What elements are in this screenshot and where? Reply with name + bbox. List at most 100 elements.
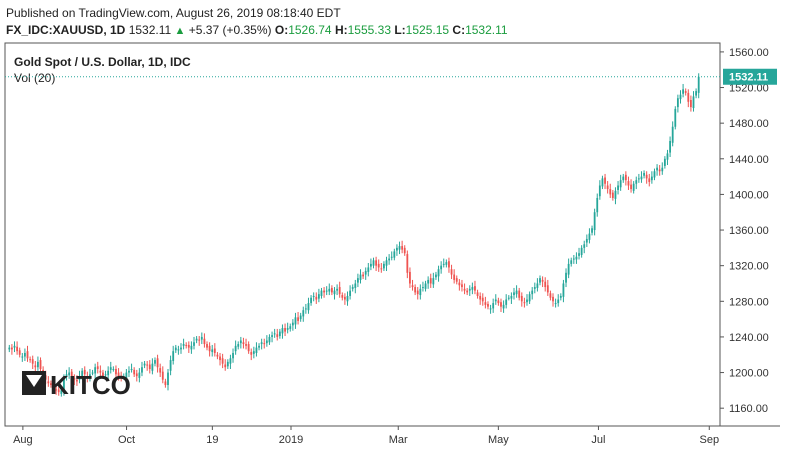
candle-body (263, 343, 266, 345)
candle-body (315, 296, 318, 300)
candle-body (643, 173, 645, 176)
candle-body (377, 263, 380, 268)
candle-body (380, 268, 383, 270)
candle-body (83, 369, 86, 375)
candle-body (526, 299, 528, 303)
candle-body (221, 358, 224, 364)
candle-body (471, 287, 474, 290)
candle-body (364, 271, 367, 275)
candle-body (250, 352, 253, 355)
candle-body (185, 344, 188, 346)
time-tick-label: Sep (699, 434, 719, 446)
candle-body (351, 287, 354, 289)
candle-body (416, 290, 419, 295)
time-axis: Aug Oct 19 2019 Mar May Jul Sep (13, 426, 719, 446)
candle-body (687, 92, 690, 102)
low-value: 1525.15 (405, 23, 450, 37)
candle-body (528, 294, 531, 302)
candle-body (115, 368, 117, 375)
candle-body (614, 190, 617, 199)
candle-body (588, 233, 591, 240)
last-price: 1532.11 (128, 23, 172, 37)
price-tick-label: 1440.00 (729, 154, 769, 166)
candle-body (565, 272, 567, 283)
candle-body (520, 295, 523, 302)
candle-body (554, 303, 557, 305)
candle-body (463, 288, 466, 291)
candle-body (195, 338, 198, 341)
candle-body (476, 292, 479, 296)
candle-body (219, 356, 221, 361)
candle-body (635, 180, 638, 184)
candle-body (226, 361, 229, 367)
candle-body (239, 340, 242, 344)
candle-body (354, 283, 357, 288)
candle-body (187, 344, 190, 348)
candle-body (182, 344, 185, 346)
price-tick-label: 1240.00 (729, 332, 769, 344)
price-tick-label: 1560.00 (729, 47, 769, 59)
candle-body (55, 389, 58, 391)
time-tick-label: 2019 (279, 434, 303, 446)
candles-group (8, 73, 700, 397)
candle-body (479, 295, 482, 300)
candle-body (107, 370, 110, 376)
candle-body (237, 344, 240, 347)
candle-body (567, 263, 570, 275)
price-axis: 1160.00 1200.00 1240.00 1280.00 1320.00 1360.… (720, 47, 769, 415)
candle-body (500, 302, 502, 307)
candle-body (369, 263, 372, 267)
chart-title: Gold Spot / U.S. Dollar, 1D, IDC (14, 55, 191, 69)
candle-body (338, 287, 341, 295)
candle-body (52, 383, 55, 389)
candle-body (492, 303, 495, 309)
candle-body (632, 183, 635, 191)
candle-body (148, 364, 151, 369)
candle-body (255, 347, 258, 353)
price-tick-label: 1520.00 (729, 83, 769, 95)
candle-body (403, 247, 406, 254)
candle-body (216, 354, 219, 357)
candle-body (692, 96, 695, 109)
candle-body (203, 338, 206, 345)
candle-body (304, 308, 307, 310)
candle-body (409, 271, 411, 284)
high-value: 1555.33 (347, 23, 391, 37)
candle-body (388, 258, 391, 261)
candle-body (330, 287, 333, 293)
price-tick-label: 1280.00 (729, 296, 769, 308)
price-tick-label: 1200.00 (729, 368, 769, 380)
candle-body (273, 333, 276, 335)
candle-body (128, 370, 130, 373)
candle-body (697, 76, 700, 93)
candle-body (13, 345, 16, 348)
high-label: H: (334, 23, 348, 37)
candle-body (89, 374, 91, 378)
candle-body (299, 315, 302, 320)
candle-body (622, 176, 625, 181)
candle-body (167, 372, 169, 386)
candle-body (343, 296, 346, 300)
candle-body (138, 372, 141, 378)
candle-body (484, 302, 487, 305)
candle-body (37, 361, 39, 368)
candle-body (601, 178, 604, 187)
candle-body (29, 359, 32, 361)
candle-body (258, 345, 260, 348)
candle-body (676, 98, 679, 108)
candle-body (346, 295, 349, 302)
candle-body (297, 317, 299, 321)
candle-body (419, 288, 422, 296)
candle-body (242, 342, 245, 345)
candle-body (401, 246, 404, 250)
candle-body (674, 108, 677, 127)
candle-body (265, 340, 268, 344)
candle-body (544, 281, 547, 288)
candle-body (390, 256, 393, 258)
candle-body (26, 351, 29, 359)
candle-body (68, 372, 71, 376)
candle-body (630, 184, 632, 190)
candle-body (497, 300, 500, 304)
time-tick-label: Mar (389, 434, 408, 446)
